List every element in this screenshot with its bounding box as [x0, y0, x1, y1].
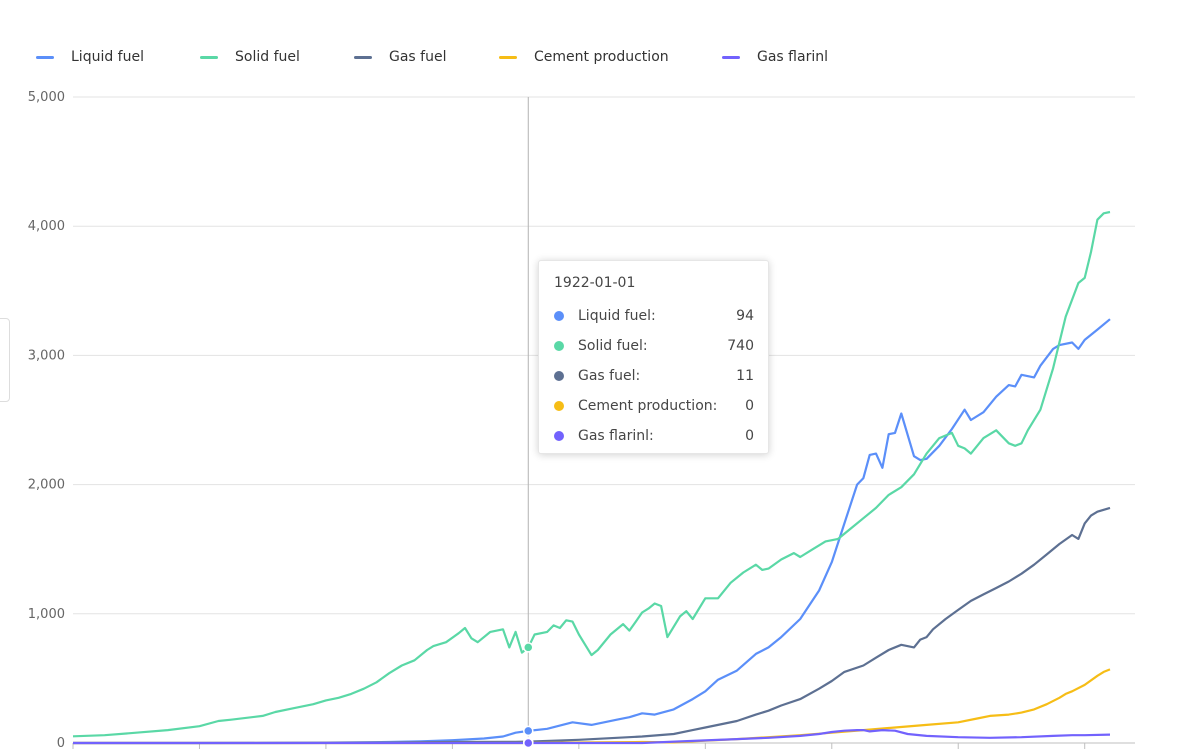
series-line: [73, 506, 1111, 745]
tooltip-dot: [554, 311, 564, 321]
legend-label: Solid fuel: [235, 49, 300, 65]
legend-swatch: [200, 55, 218, 59]
legend-label: Liquid fuel: [71, 49, 144, 65]
tooltip-value: 0: [745, 398, 754, 414]
y-tick-label: 3,000: [28, 348, 65, 363]
series-line: [73, 729, 1111, 745]
tooltip-row: Solid fuel: 740: [554, 331, 754, 361]
tooltip-date: 1922-01-01: [554, 275, 636, 291]
y-tick-label: 5,000: [28, 90, 65, 105]
tooltip-value: 11: [736, 368, 754, 384]
y-tick-label: 2,000: [28, 478, 65, 493]
tooltip: 1922-01-01 Liquid fuel: 94 Solid fuel: 7…: [538, 260, 769, 454]
legend-item-liquid-fuel[interactable]: Liquid fuel: [36, 46, 144, 68]
tooltip-row: Cement production: 0: [554, 391, 754, 421]
tooltip-series-name: Solid fuel:: [578, 338, 648, 354]
series-line: [72, 210, 1111, 738]
tooltip-dot: [554, 341, 564, 351]
legend-label: Cement production: [534, 49, 669, 65]
tooltip-series-name: Gas flarinl:: [578, 428, 654, 444]
highlight-point: [523, 725, 534, 737]
legend-swatch: [354, 55, 372, 59]
tooltip-series-name: Gas fuel:: [578, 368, 641, 384]
tooltip-dot: [554, 401, 564, 411]
tooltip-dot: [554, 431, 564, 441]
legend-swatch: [499, 55, 517, 59]
legend-item-gas-flarinl[interactable]: Gas flarinl: [722, 46, 828, 68]
tooltip-value: 0: [745, 428, 754, 444]
legend-item-cement-production[interactable]: Cement production: [499, 46, 669, 68]
legend-swatch: [36, 55, 54, 59]
series-line: [73, 668, 1111, 745]
legend-item-solid-fuel[interactable]: Solid fuel: [200, 46, 300, 68]
tooltip-value: 740: [727, 338, 754, 354]
side-panel-tab[interactable]: [0, 318, 10, 402]
tooltip-row: Gas fuel: 11: [554, 361, 754, 391]
legend-swatch: [722, 55, 740, 59]
tooltip-dot: [554, 371, 564, 381]
y-tick-label: 4,000: [28, 219, 65, 234]
tooltip-row: Liquid fuel: 94: [554, 301, 754, 331]
legend-label: Gas flarinl: [757, 49, 828, 65]
tooltip-value: 94: [736, 308, 754, 324]
highlight-point: [523, 642, 534, 653]
legend-label: Gas fuel: [389, 49, 447, 65]
y-tick-label: 0: [57, 736, 65, 751]
highlight-point: [523, 737, 534, 749]
legend-item-gas-fuel[interactable]: Gas fuel: [354, 46, 446, 68]
y-tick-label: 1,000: [28, 607, 65, 622]
tooltip-series-name: Liquid fuel:: [578, 308, 656, 324]
tooltip-series-name: Cement production:: [578, 398, 718, 414]
tooltip-row: Gas flarinl: 0: [554, 421, 754, 451]
